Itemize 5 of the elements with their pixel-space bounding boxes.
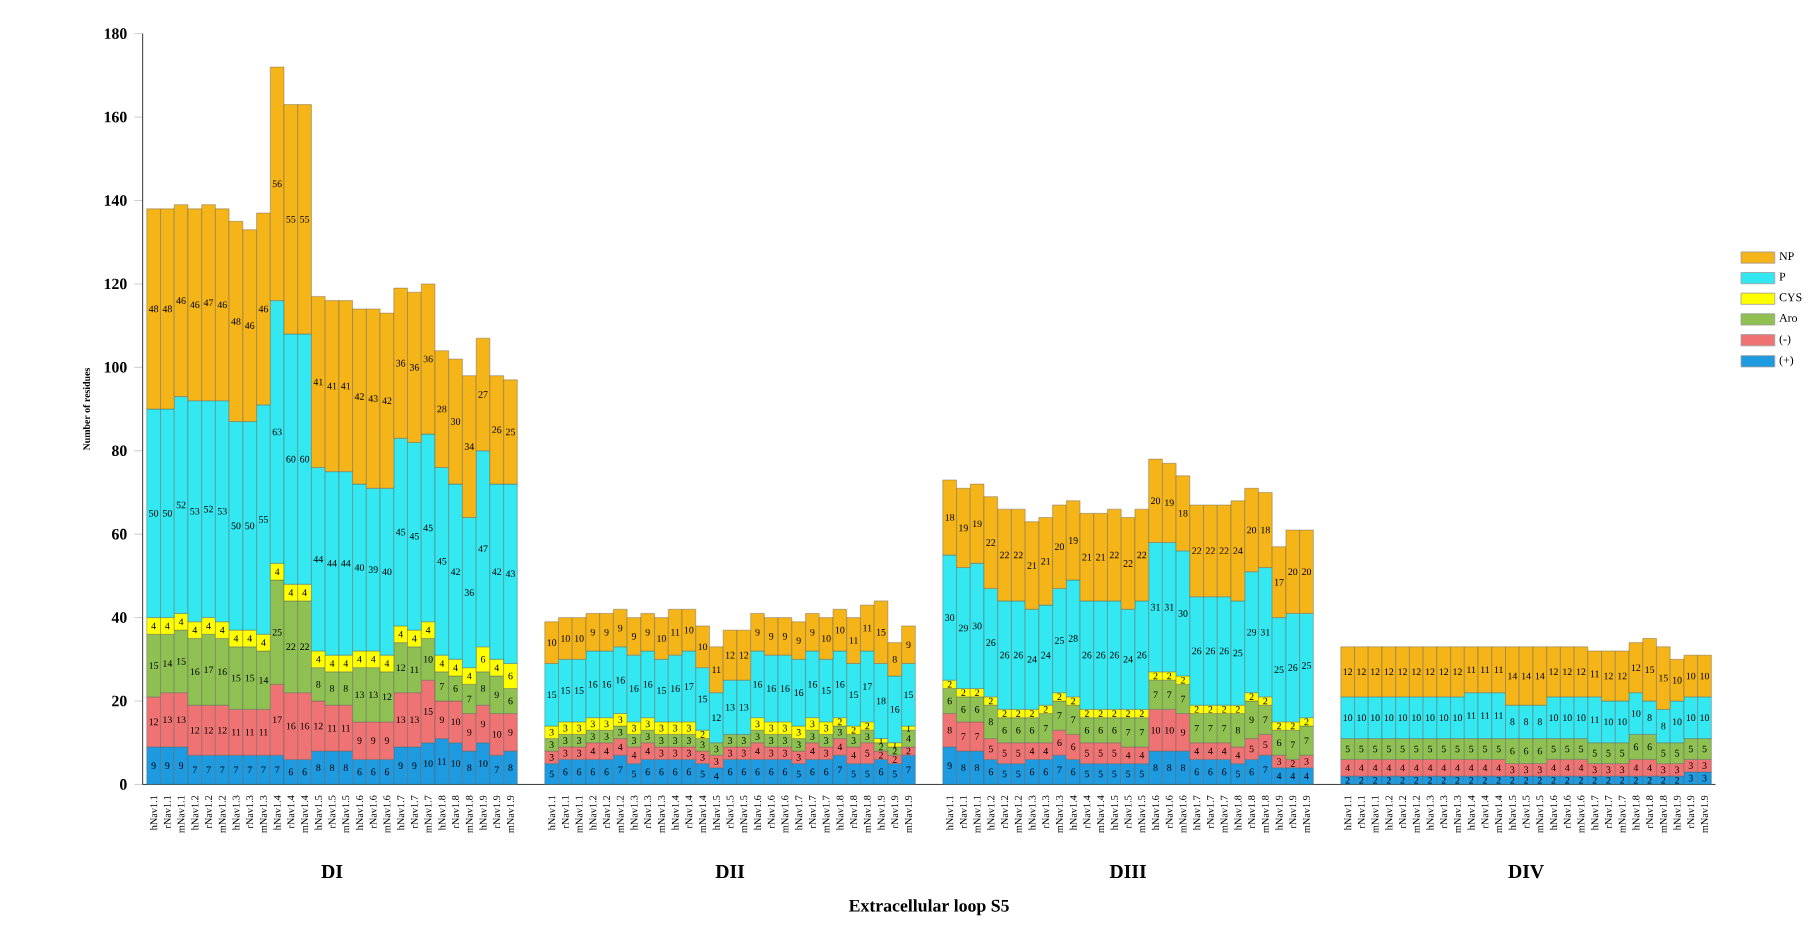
text: DIV bbox=[1508, 865, 1544, 879]
text: DI bbox=[321, 865, 343, 879]
text: DII bbox=[715, 865, 745, 879]
text: DIII bbox=[1109, 865, 1147, 879]
x-axis-title: Extracellular loop S5 bbox=[848, 899, 1009, 916]
